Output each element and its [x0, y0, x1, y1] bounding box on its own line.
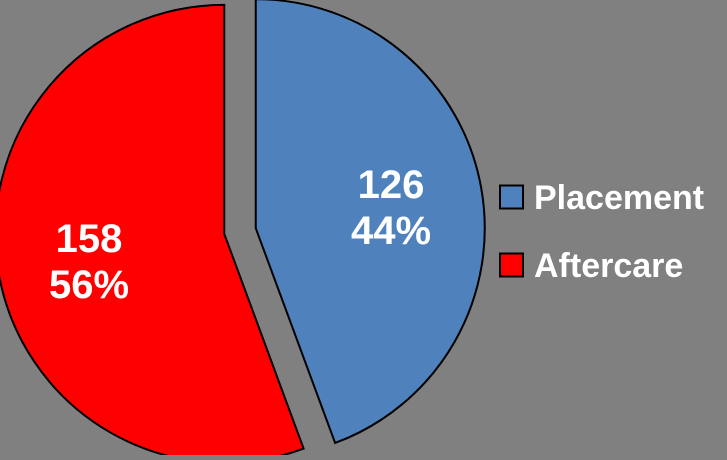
pie-slice-placement [254, 0, 486, 445]
legend-swatch-placement [499, 184, 524, 210]
legend-label-placement: Placement [534, 179, 704, 217]
slice-value-label-placement: 126 [358, 163, 425, 207]
legend-swatch-aftercare [499, 252, 524, 278]
slice-percent-label-aftercare: 56% [49, 263, 129, 307]
slice-percent-label-placement: 44% [351, 209, 431, 253]
legend-label-aftercare: Aftercare [534, 247, 683, 285]
legend: Placement Aftercare [499, 179, 704, 285]
slice-value-label-aftercare: 158 [56, 217, 123, 261]
